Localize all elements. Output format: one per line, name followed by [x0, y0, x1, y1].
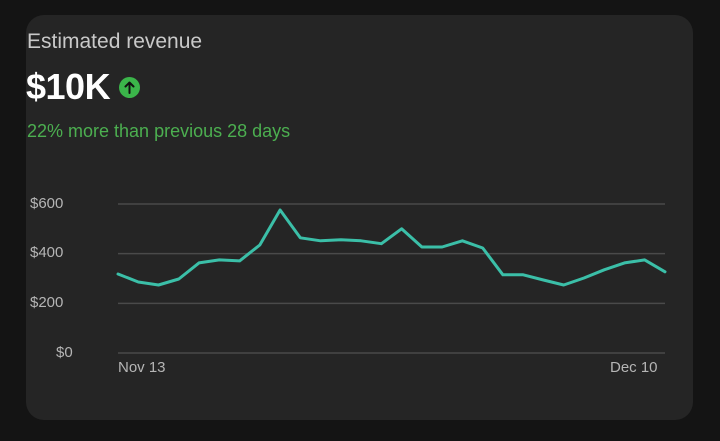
- x-tick-end: Dec 10: [610, 359, 658, 376]
- y-tick-0: $0: [56, 344, 73, 361]
- revenue-line: [116, 208, 667, 287]
- card-title: Estimated revenue: [27, 30, 203, 53]
- comparison-text: 22% more than previous 28 days: [27, 121, 291, 141]
- y-tick-200: $200: [30, 294, 64, 311]
- arrow-up-icon: [119, 76, 141, 98]
- revenue-value: $10K: [26, 66, 111, 107]
- x-tick-start: Nov 13: [118, 359, 166, 376]
- value-row: $10K: [26, 66, 141, 108]
- grid-lines: [118, 203, 665, 354]
- y-tick-600: $600: [30, 195, 64, 212]
- y-tick-400: $400: [30, 244, 64, 261]
